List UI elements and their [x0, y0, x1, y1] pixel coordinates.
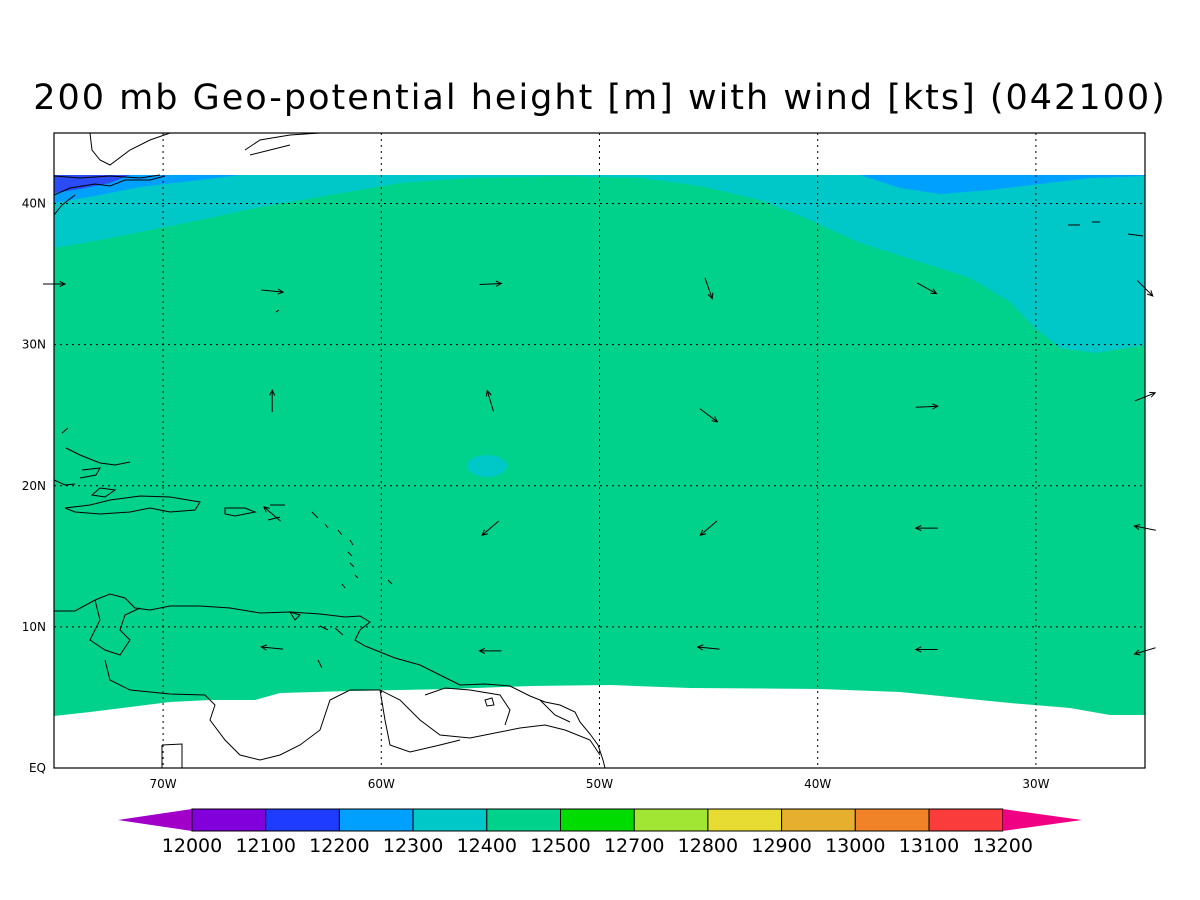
wind-arrow	[485, 389, 495, 412]
map-title: 200 mb Geo-potential height [m] with win…	[33, 78, 1167, 118]
wind-arrow	[699, 520, 718, 537]
wind-arrow	[914, 646, 938, 653]
colorbar-swatch	[854, 808, 930, 832]
height-fill-12300	[54, 175, 1145, 203]
wind-arrow	[261, 288, 285, 295]
lat-tick-label: 40N	[22, 197, 46, 211]
colorbar-label: 12400	[457, 835, 517, 857]
colorbar-label: 12800	[678, 835, 738, 857]
colorbar-over-triangle	[1002, 809, 1082, 831]
colorbar-label: 13000	[825, 835, 885, 857]
colorbar-swatch	[412, 808, 488, 832]
colorbar-swatch	[781, 808, 856, 832]
colorbar-label: 12500	[530, 835, 590, 857]
colorbar-label: 12100	[235, 835, 295, 857]
plot-area	[54, 133, 1145, 768]
height-fill-12400	[54, 175, 1145, 353]
colorbar-label: 12300	[383, 835, 443, 857]
wind-arrow	[696, 644, 720, 651]
lon-tick-label: 50W	[586, 777, 613, 791]
colorbar-swatch	[560, 808, 635, 832]
wind-arrow	[269, 388, 276, 413]
colorbar-swatch	[928, 808, 1004, 832]
lat-tick-label: 20N	[22, 479, 46, 493]
wind-arrow	[914, 525, 938, 532]
wind-arrow	[916, 282, 938, 295]
longitude-labels: 70W 60W 50W 40W 30W	[150, 777, 1050, 791]
wind-arrow	[915, 403, 939, 410]
colorbar: 12000 12100 12200 12300 12400 12500 12700 12800…	[118, 808, 1082, 857]
colorbar-under-triangle	[118, 809, 192, 831]
colorbar-label: 13200	[972, 835, 1032, 857]
colorbar-label: 12700	[604, 835, 664, 857]
lon-tick-label: 40W	[804, 777, 831, 791]
colorbar-swatch	[191, 808, 267, 832]
wind-arrow	[479, 280, 503, 287]
colorbar-label: 12000	[162, 835, 222, 857]
wind-vectors	[43, 277, 1157, 656]
lon-tick-label: 70W	[150, 777, 177, 791]
colorbar-swatch	[338, 808, 414, 832]
colorbar-swatch	[633, 808, 709, 832]
colorbar-swatch	[265, 808, 340, 832]
colorbar-label: 13100	[899, 835, 959, 857]
lat-tick-label: EQ	[29, 761, 46, 775]
lat-tick-label: 30N	[22, 338, 46, 352]
wind-arrow	[699, 408, 719, 423]
wind-arrow	[481, 520, 500, 537]
wind-arrow	[262, 506, 281, 522]
map-frame	[53, 132, 1146, 769]
height-fill-12400-cell	[467, 455, 507, 477]
lon-tick-label: 60W	[368, 777, 395, 791]
wind-arrow	[260, 644, 284, 651]
latitude-labels: 40N 30N 20N 10N EQ	[22, 197, 46, 775]
colorbar-label: 12200	[309, 835, 369, 857]
colorbar-swatch	[486, 808, 561, 832]
wind-arrow	[704, 277, 714, 300]
wind-arrow	[478, 647, 502, 654]
coastlines	[54, 133, 1144, 768]
colorbar-swatch	[707, 808, 783, 832]
lon-tick-label: 30W	[1022, 777, 1049, 791]
graticule	[54, 133, 1145, 768]
lat-tick-label: 10N	[22, 620, 46, 634]
colorbar-label: 12900	[751, 835, 811, 857]
